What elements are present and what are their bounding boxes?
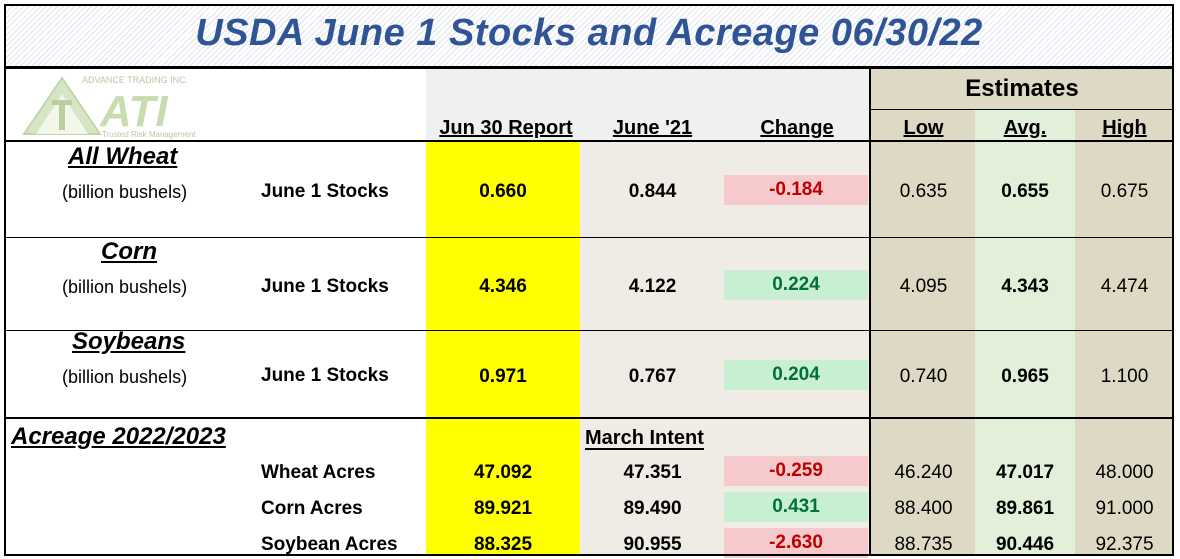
acreage-report-soybean: 88.325 xyxy=(473,534,533,555)
acreage-high-wheat: 48.000 xyxy=(1095,462,1154,483)
header-high: High xyxy=(1102,117,1147,139)
stock-avg-corn: 4.343 xyxy=(1001,276,1049,297)
stock-report-soybeans: 0.971 xyxy=(479,366,527,387)
acreage-prior-wheat: 47.351 xyxy=(623,462,682,483)
logo-tagline-text: Trusted Risk Management xyxy=(102,130,196,139)
acreage-avg-corn: 89.861 xyxy=(995,498,1055,519)
acreage-avg-soybean: 90.446 xyxy=(995,534,1055,555)
stock-high-wheat: 0.675 xyxy=(1100,181,1149,202)
header-estimates: Estimates xyxy=(965,75,1079,102)
logo-mark-text: ATI xyxy=(99,87,168,136)
acreage-prior-header: March Intent xyxy=(585,427,704,450)
acreage-low-wheat: 46.240 xyxy=(894,462,953,483)
header-change: Change xyxy=(760,117,834,139)
stock-name-corn: Corn xyxy=(101,238,157,265)
stock-prior-wheat: 0.844 xyxy=(628,181,677,202)
acreage-high-corn: 91.000 xyxy=(1095,498,1154,519)
acreage-label-soybean: Soybean Acres xyxy=(261,534,398,555)
stock-unit-soybeans: (billion bushels) xyxy=(62,367,188,387)
acreage-report-corn: 89.921 xyxy=(473,498,533,519)
divider-acreage xyxy=(4,417,1174,419)
divider-estimates-title xyxy=(870,109,1174,110)
avg-column-fill xyxy=(975,110,1075,556)
header-avg: Avg. xyxy=(1003,117,1047,139)
acreage-avg-wheat: 47.017 xyxy=(995,462,1055,483)
header-report: Jun 30 Report xyxy=(439,117,573,139)
stock-label-wheat: June 1 Stocks xyxy=(261,181,389,202)
stock-change-wheat: -0.184 xyxy=(724,175,868,205)
acreage-label-corn: Corn Acres xyxy=(261,498,363,519)
stock-label-soybeans: June 1 Stocks xyxy=(261,365,389,386)
stock-unit-wheat: (billion bushels) xyxy=(62,182,188,202)
acreage-prior-corn: 89.490 xyxy=(623,498,682,519)
stock-change-corn: 0.224 xyxy=(724,270,868,300)
acreage-low-soybean: 88.735 xyxy=(894,534,953,555)
divider-estimates-left xyxy=(869,66,871,556)
stock-prior-corn: 4.122 xyxy=(628,276,677,297)
stock-low-wheat: 0.635 xyxy=(899,181,948,202)
stock-high-soybeans: 1.100 xyxy=(1100,366,1149,387)
stock-name-wheat: All Wheat xyxy=(68,143,178,170)
acreage-label-wheat: Wheat Acres xyxy=(261,462,376,483)
header-grey-band xyxy=(426,69,870,141)
stock-low-corn: 4.095 xyxy=(899,276,948,297)
acreage-high-soybean: 92.375 xyxy=(1095,534,1154,555)
acreage-prior-soybean: 90.955 xyxy=(623,534,682,555)
divider-header xyxy=(4,140,1174,142)
divider-corn xyxy=(4,330,1174,331)
report-column-fill xyxy=(426,141,580,556)
stock-prior-soybeans: 0.767 xyxy=(628,366,677,387)
stock-label-corn: June 1 Stocks xyxy=(261,276,389,297)
divider-wheat xyxy=(4,237,1174,238)
stock-low-soybeans: 0.740 xyxy=(899,366,948,387)
stock-unit-corn: (billion bushels) xyxy=(62,277,188,297)
acreage-change-wheat: -0.259 xyxy=(724,456,868,486)
acreage-change-corn: 0.431 xyxy=(724,492,868,522)
stock-avg-wheat: 0.655 xyxy=(1001,181,1049,202)
page-title: USDA June 1 Stocks and Acreage 06/30/22 xyxy=(195,12,983,54)
acreage-change-soybean: -2.630 xyxy=(724,528,868,558)
header-prior: June '21 xyxy=(612,117,693,139)
ati-logo-icon: ADVANCE TRADING INC. ATI Trusted Risk Ma… xyxy=(22,75,196,139)
title-banner: USDA June 1 Stocks and Acreage 06/30/22 xyxy=(4,4,1174,69)
acreage-title: Acreage 2022/2023 xyxy=(11,423,226,450)
stock-name-soybeans: Soybeans xyxy=(72,328,186,355)
acreage-low-corn: 88.400 xyxy=(894,498,953,519)
company-logo: ADVANCE TRADING INC. ATI Trusted Risk Ma… xyxy=(22,74,227,140)
prior-column-fill xyxy=(580,141,870,556)
stock-report-corn: 4.346 xyxy=(479,276,527,297)
acreage-report-wheat: 47.092 xyxy=(473,462,533,483)
stock-change-soybeans: 0.204 xyxy=(724,360,868,390)
header-low: Low xyxy=(903,117,944,139)
stock-high-corn: 4.474 xyxy=(1100,276,1149,297)
stock-avg-soybeans: 0.965 xyxy=(1001,366,1049,387)
table-frame xyxy=(4,4,1174,556)
stock-report-wheat: 0.660 xyxy=(479,181,527,202)
logo-company-text: ADVANCE TRADING INC. xyxy=(82,75,188,85)
